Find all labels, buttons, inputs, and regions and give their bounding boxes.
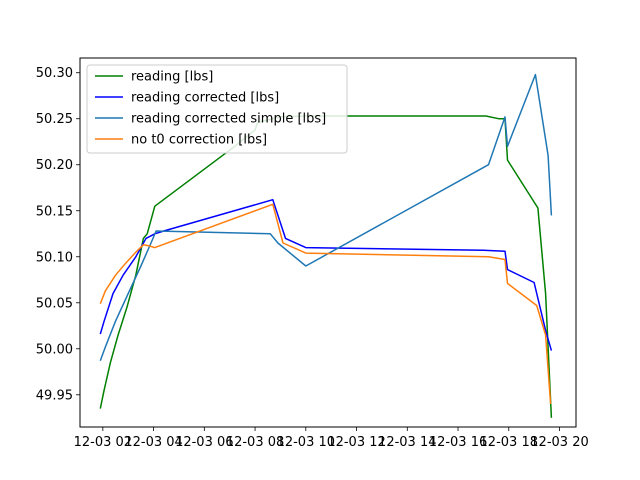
x-tick-label: 12-03 10 xyxy=(277,435,335,450)
y-tick-label: 50.25 xyxy=(36,112,73,127)
x-tick-label: 12-03 18 xyxy=(480,435,538,450)
y-tick-label: 50.30 xyxy=(36,66,73,81)
x-tick-label: 12-03 08 xyxy=(226,435,284,450)
series-line-4 xyxy=(99,203,552,405)
x-tick-label: 12-03 12 xyxy=(327,435,385,450)
series-line-3 xyxy=(99,73,553,361)
plot-frame xyxy=(79,57,577,428)
legend-label: reading corrected [lbs] xyxy=(131,91,279,106)
legend: reading [lbs] reading corrected [lbs] read… xyxy=(86,64,348,154)
y-tick-label: 50.05 xyxy=(36,296,73,311)
legend-label: reading [lbs] xyxy=(131,70,213,85)
series-layer xyxy=(99,73,553,418)
x-tick-label: 12-03 16 xyxy=(429,435,487,450)
series-line-2 xyxy=(99,198,553,351)
y-tick-label: 50.20 xyxy=(36,158,73,173)
y-tick-label: 50.00 xyxy=(36,342,73,357)
y-tick-label: 49.95 xyxy=(36,388,73,403)
x-tick-label: 12-03 02 xyxy=(74,435,132,450)
y-tick-label: 50.10 xyxy=(36,250,73,265)
legend-box xyxy=(86,64,348,154)
x-tick-label: 12-03 14 xyxy=(378,435,436,450)
legend-label: no t0 correction [lbs] xyxy=(131,133,267,148)
y-axis: 49.95 50.00 50.05 50.10 50.15 50.20 50.25 50.30 xyxy=(36,66,80,403)
x-tick-label: 12-03 04 xyxy=(124,435,182,450)
y-tick-label: 50.15 xyxy=(36,204,73,219)
x-tick-label: 12-03 20 xyxy=(530,435,588,450)
legend-label: reading corrected simple [lbs] xyxy=(131,112,326,127)
x-tick-label: 12-03 06 xyxy=(175,435,233,450)
